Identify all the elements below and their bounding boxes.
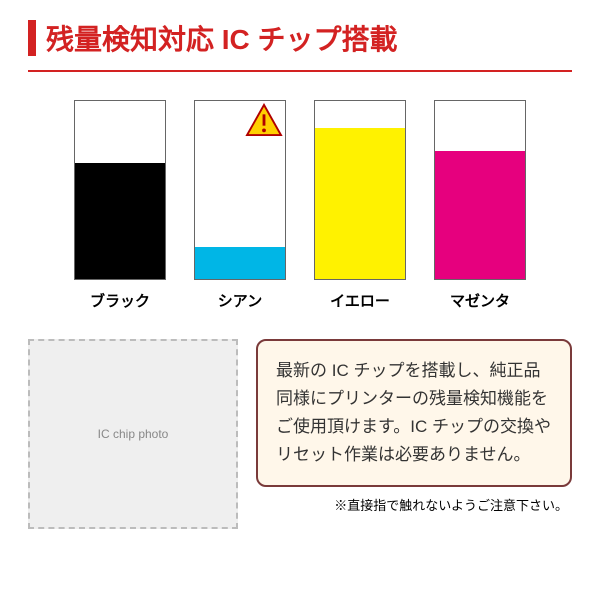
cartridge-black: ブラック bbox=[74, 100, 166, 311]
divider bbox=[28, 70, 572, 72]
cartridge-yellow: イエロー bbox=[314, 100, 406, 311]
ink-bar bbox=[314, 100, 406, 280]
ink-bar bbox=[434, 100, 526, 280]
ink-bar bbox=[74, 100, 166, 280]
ink-label: マゼンタ bbox=[450, 290, 510, 311]
ink-fill bbox=[75, 163, 165, 279]
ink-fill bbox=[195, 247, 285, 279]
title-accent-bar bbox=[28, 20, 36, 56]
warning-icon bbox=[245, 103, 283, 137]
ink-fill bbox=[435, 151, 525, 279]
footnote: ※直接指で触れないようご注意下さい。 bbox=[256, 495, 568, 514]
info-row: IC chip photo 最新の IC チップを搭載し、純正品同様にプリンター… bbox=[28, 339, 572, 529]
ink-fill bbox=[315, 128, 405, 279]
title-row: 残量検知対応 IC チップ搭載 bbox=[28, 18, 572, 58]
page-title: 残量検知対応 IC チップ搭載 bbox=[46, 18, 398, 58]
cartridge-magenta: マゼンタ bbox=[434, 100, 526, 311]
ink-label: イエロー bbox=[330, 290, 390, 311]
info-box: 最新の IC チップを搭載し、純正品同様にプリンターの残量検知機能をご使用頂けま… bbox=[256, 339, 572, 487]
cartridge-cyan: シアン bbox=[194, 100, 286, 311]
chip-photo: IC chip photo bbox=[28, 339, 238, 529]
ink-label: ブラック bbox=[90, 290, 150, 311]
ink-bar bbox=[194, 100, 286, 280]
cartridge-row: ブラック シアン イエロー マゼンタ bbox=[28, 100, 572, 311]
ink-label: シアン bbox=[218, 290, 262, 311]
